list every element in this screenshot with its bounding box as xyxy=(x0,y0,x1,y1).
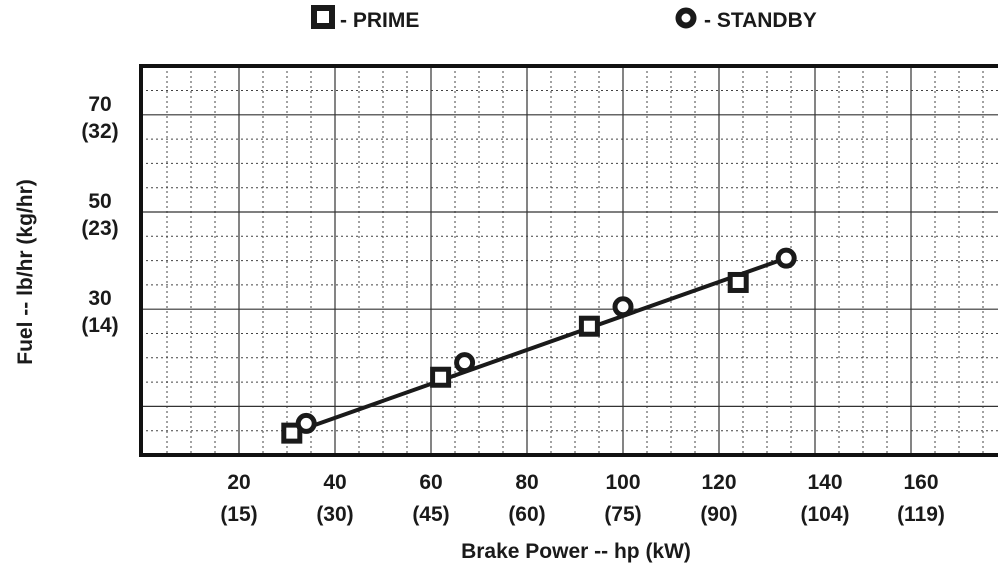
prime-square-marker xyxy=(311,5,335,29)
plot-frame xyxy=(139,64,998,457)
x-tick-label-kw-20: (15) xyxy=(220,503,257,526)
data-point-prime-2 xyxy=(578,315,600,337)
x-tick-label-hp-60: 60 xyxy=(419,471,442,494)
y-tick-label-kg-70: (32) xyxy=(81,120,118,143)
legend: - PRIME - STANDBY xyxy=(311,5,817,32)
minor-grid xyxy=(141,66,998,455)
data-point-standby-2 xyxy=(612,296,634,318)
fuel-curve-line xyxy=(291,256,787,436)
x-tick-label-kw-60: (45) xyxy=(412,503,449,526)
y-tick-label-kg-50: (23) xyxy=(81,217,118,240)
data-point-prime-3 xyxy=(727,271,749,293)
major-grid xyxy=(141,66,998,455)
data-point-standby-0 xyxy=(295,412,317,434)
data-point-standby-1 xyxy=(454,352,476,374)
series-layer xyxy=(281,247,797,444)
y-tick-label-lb-30: 30 xyxy=(88,287,111,310)
data-point-standby-3 xyxy=(775,247,797,269)
legend-item-prime: - PRIME xyxy=(311,5,419,32)
x-tick-label-hp-80: 80 xyxy=(515,471,538,494)
y-axis-label: Fuel -- lb/hr (kg/hr) xyxy=(14,179,37,364)
x-axis-label: Brake Power -- hp (kW) xyxy=(461,540,691,563)
x-tick-labels: 20 (15) 40 (30) 60 (45) 80 (60) 100 (75) 120 (90) 14… xyxy=(220,471,945,526)
data-point-prime-0 xyxy=(281,422,303,444)
x-tick-label-hp-140: 140 xyxy=(807,471,842,494)
x-tick-label-kw-100: (75) xyxy=(604,503,641,526)
x-tick-label-kw-80: (60) xyxy=(508,503,545,526)
x-tick-label-kw-140: (104) xyxy=(800,503,849,526)
data-point-prime-1 xyxy=(430,366,452,388)
x-tick-label-hp-20: 20 xyxy=(227,471,250,494)
x-tick-label-kw-160: (119) xyxy=(897,503,945,526)
standby-circle-marker xyxy=(675,7,697,29)
x-tick-label-hp-160: 160 xyxy=(903,471,938,494)
y-tick-label-kg-30: (14) xyxy=(81,314,118,337)
y-tick-label-lb-70: 70 xyxy=(88,93,111,116)
x-tick-label-hp-100: 100 xyxy=(605,471,640,494)
x-tick-label-kw-40: (30) xyxy=(316,503,353,526)
x-tick-label-hp-40: 40 xyxy=(323,471,346,494)
legend-item-standby: - STANDBY xyxy=(675,7,817,32)
x-tick-label-kw-120: (90) xyxy=(700,503,737,526)
x-tick-label-hp-120: 120 xyxy=(701,471,736,494)
y-tick-labels: 30 (14) 50 (23) 70 (32) xyxy=(81,93,118,337)
legend-label-prime: - PRIME xyxy=(340,9,419,32)
legend-label-standby: - STANDBY xyxy=(704,9,817,32)
y-tick-label-lb-50: 50 xyxy=(88,190,111,213)
